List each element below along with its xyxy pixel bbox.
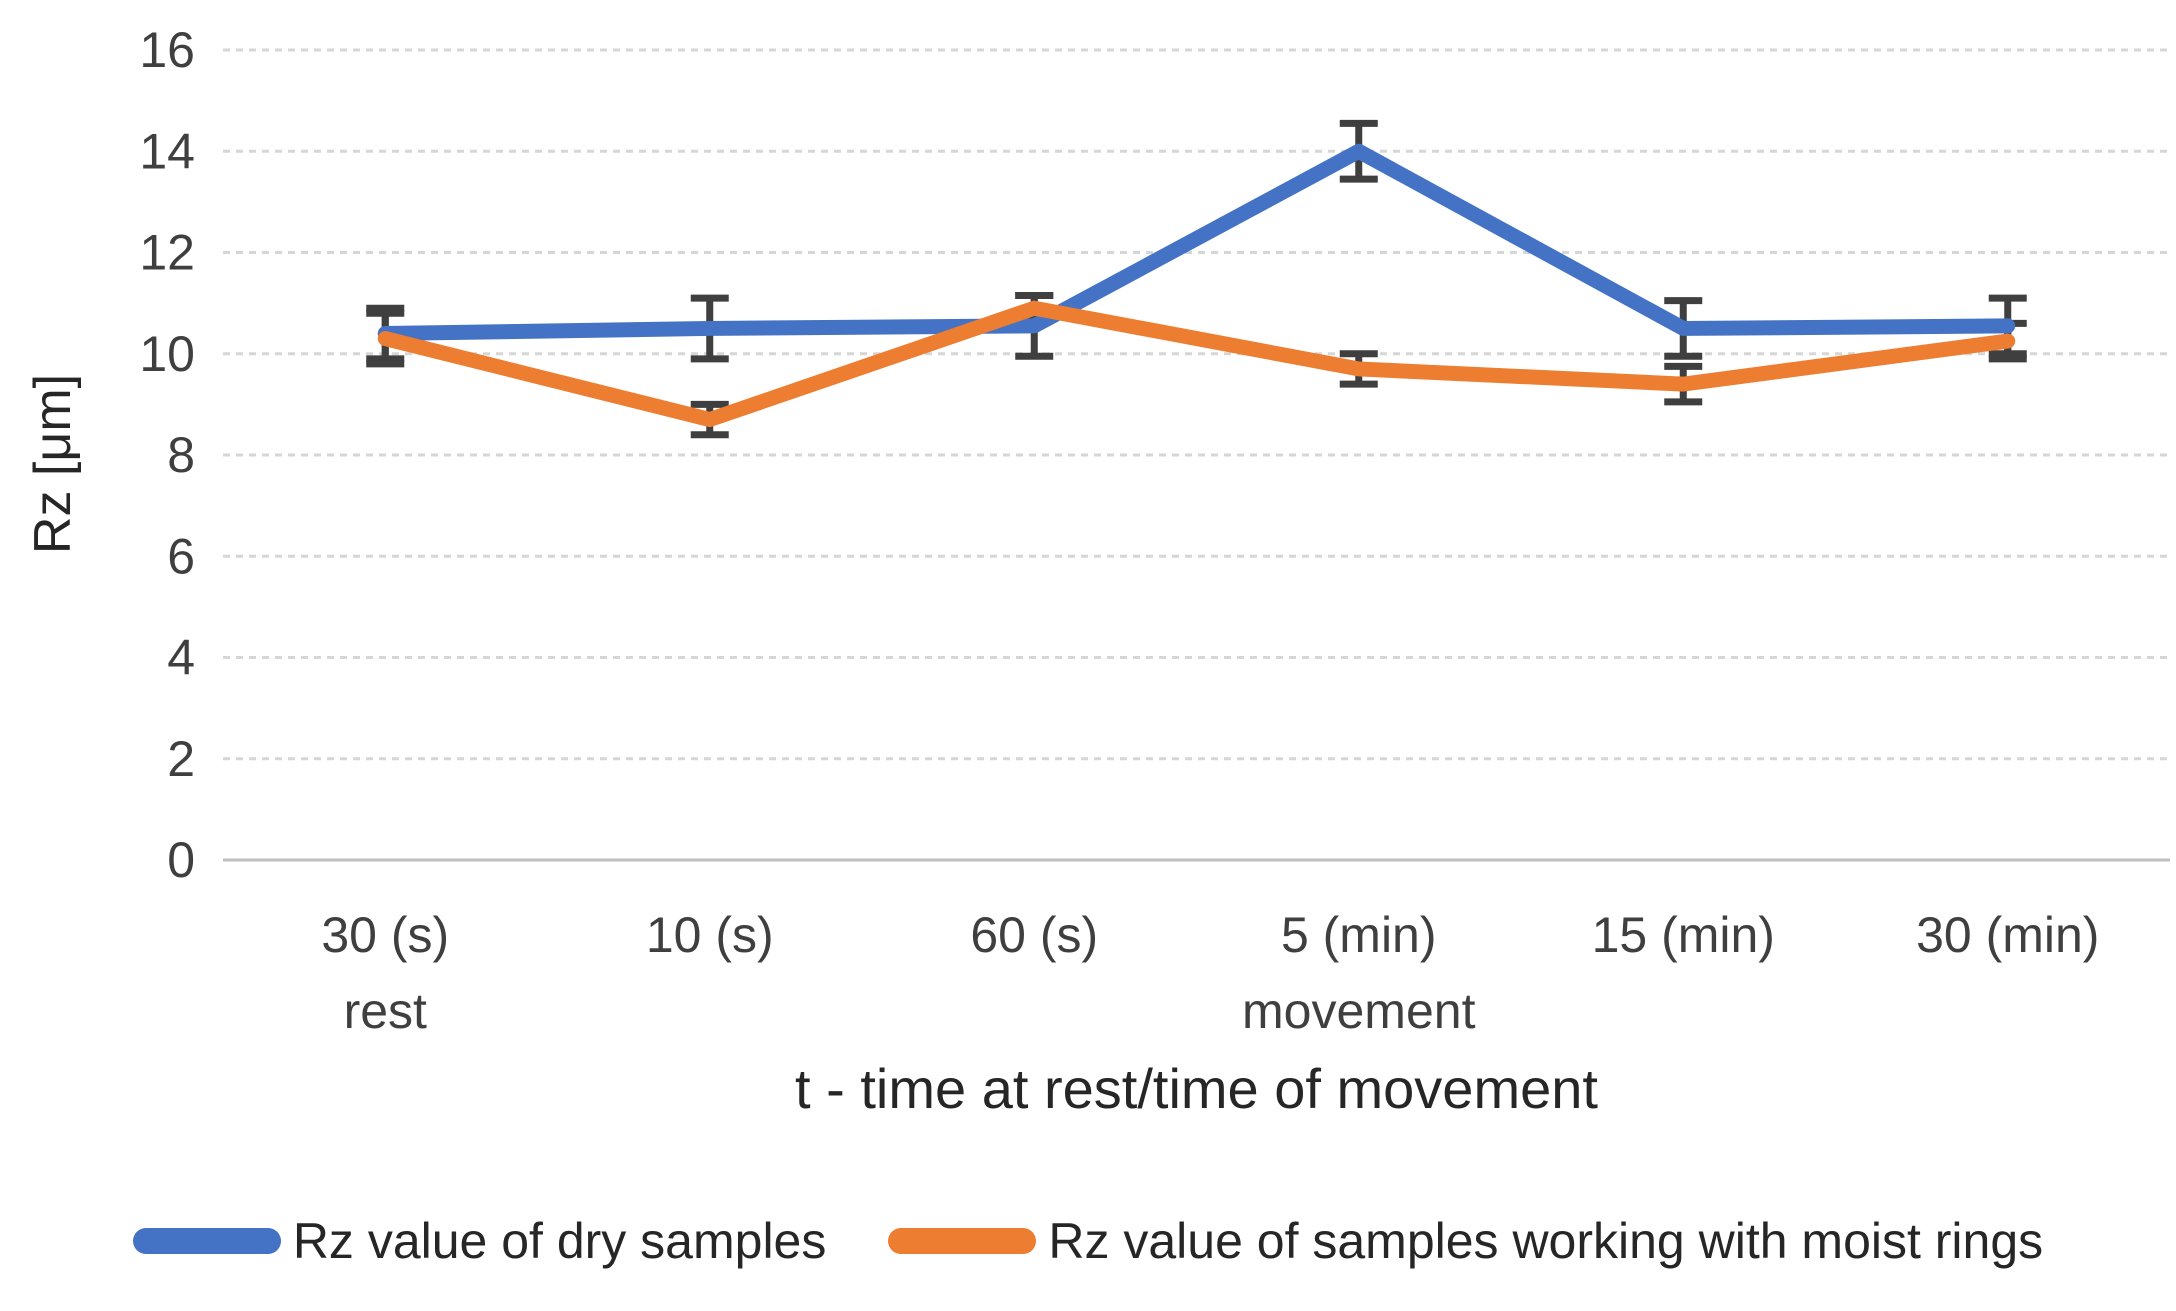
y-axis-tick-label: 4 xyxy=(167,630,195,686)
x-axis-tick-label: 5 (min) xyxy=(1281,907,1437,963)
x-axis-tick-label: 60 (s) xyxy=(970,907,1098,963)
legend-item-dry-samples: Rz value of dry samples xyxy=(132,1212,827,1270)
x-axis-title: t - time at rest/time of movement xyxy=(795,1057,1598,1120)
legend-item-moist-rings: Rz value of samples working with moist r… xyxy=(888,1212,2043,1270)
y-axis-title: Rz [μm] xyxy=(24,373,82,555)
y-axis-tick-label: 14 xyxy=(139,123,195,179)
x-axis-tick-label: 15 (min) xyxy=(1592,907,1775,963)
x-axis-tick-sublabel: rest xyxy=(344,983,427,1039)
x-axis-tick-sublabel: movement xyxy=(1242,983,1476,1039)
chart-plot-area: 0 2 4 6 8 10 12 14 16 30 (s) rest 10 (s) 60 (s) 5 (mi… xyxy=(139,22,2170,1039)
y-axis-tick-label: 12 xyxy=(139,225,195,281)
legend-line-swatch-moist xyxy=(888,1228,1037,1254)
legend: Rz value of dry samples Rz value of samp… xyxy=(0,1212,2176,1270)
y-axis-tick-label: 10 xyxy=(139,326,195,382)
y-axis-tick-label: 0 xyxy=(167,832,195,888)
y-axis-tick-label: 6 xyxy=(167,528,195,584)
x-axis-tick-label: 30 (min) xyxy=(1916,907,2099,963)
x-axis-tick-label: 30 (s) xyxy=(321,907,449,963)
legend-label-moist: Rz value of samples working with moist r… xyxy=(1048,1213,2044,1269)
y-axis-tick-label: 16 xyxy=(139,22,195,78)
legend-label-dry: Rz value of dry samples xyxy=(292,1213,827,1269)
y-axis-tick-label: 2 xyxy=(167,731,195,787)
series-line-moist-rings xyxy=(377,300,2016,428)
legend-line-swatch-dry xyxy=(132,1228,281,1254)
x-axis-tick-label: 10 (s) xyxy=(646,907,774,963)
y-axis-tick-label: 8 xyxy=(167,427,195,483)
series-line-dry-samples xyxy=(377,143,2016,341)
